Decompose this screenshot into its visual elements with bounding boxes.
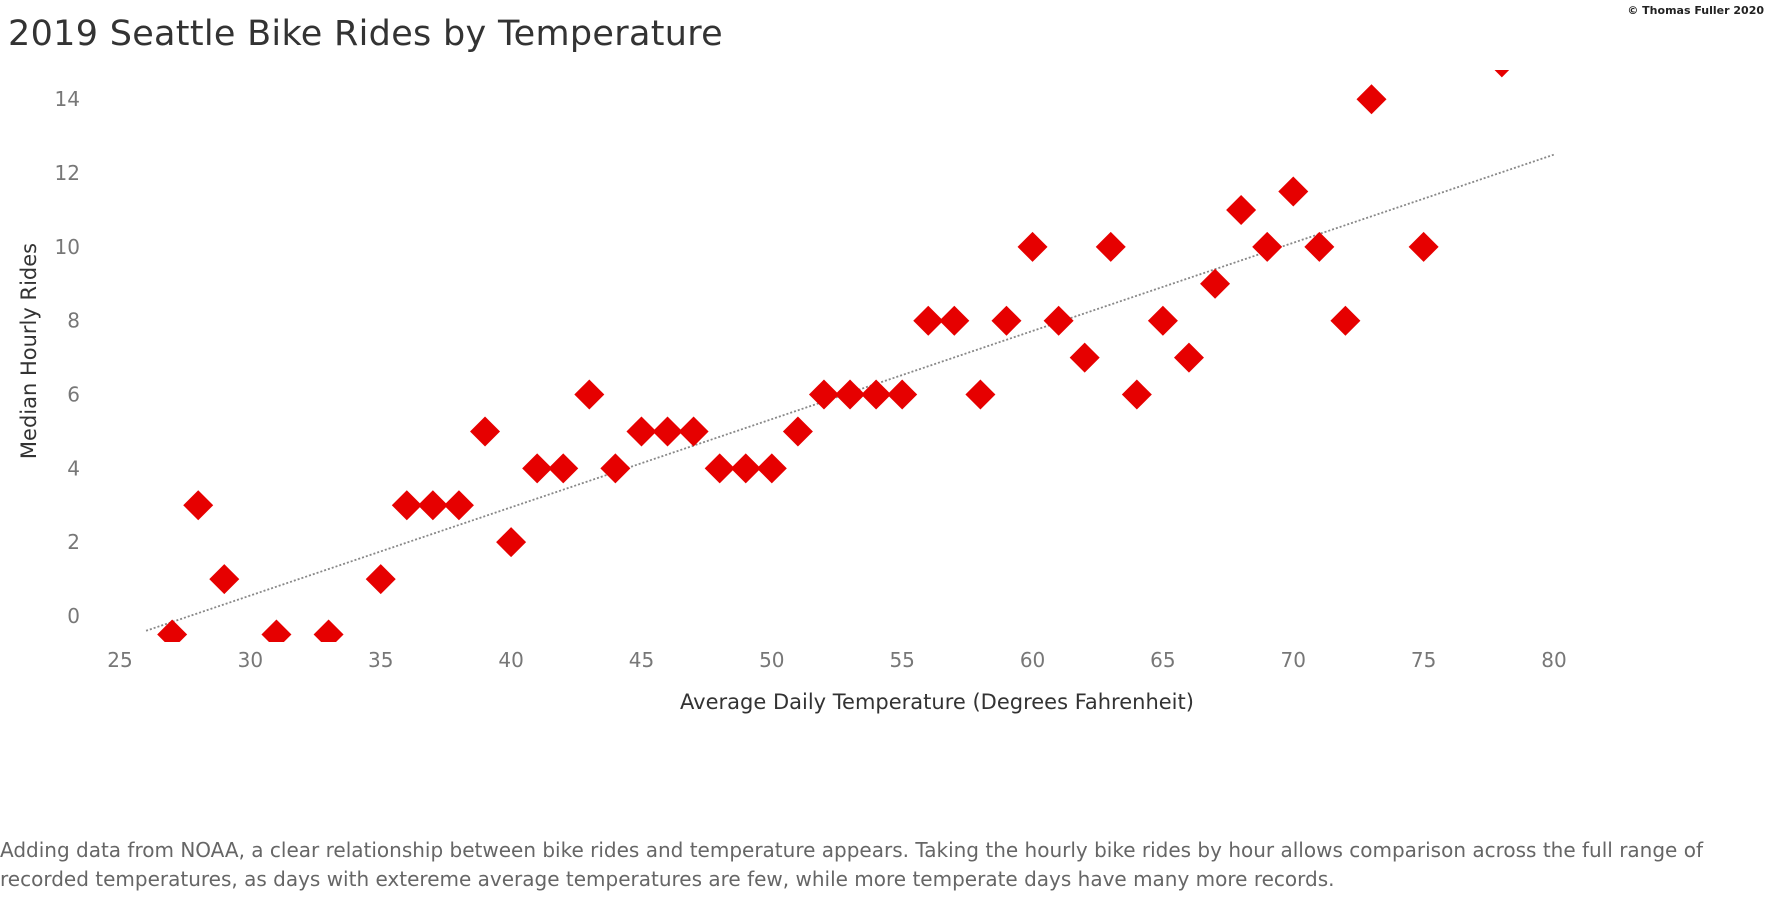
x-tick-label: 80	[1541, 648, 1566, 672]
y-tick-label: 2	[67, 530, 80, 554]
data-point	[1043, 305, 1074, 336]
data-point	[913, 305, 944, 336]
data-point	[1173, 342, 1204, 373]
y-axis-label: Median Hourly Rides	[17, 243, 41, 459]
data-point	[835, 379, 866, 410]
data-point	[756, 453, 787, 484]
data-point	[443, 490, 474, 521]
data-point	[261, 619, 292, 642]
data-point	[1017, 231, 1048, 262]
data-point	[1095, 231, 1126, 262]
x-tick-label: 30	[238, 648, 263, 672]
data-point	[965, 379, 996, 410]
x-tick-label: 70	[1281, 648, 1306, 672]
data-point	[887, 379, 918, 410]
x-tick-label: 75	[1411, 648, 1436, 672]
data-point	[730, 453, 761, 484]
data-point	[470, 416, 501, 447]
x-tick-label: 50	[759, 648, 784, 672]
copyright-notice: © Thomas Fuller 2020	[1627, 4, 1764, 17]
chart-caption: Adding data from NOAA, a clear relations…	[0, 838, 1703, 891]
data-point	[1252, 231, 1283, 262]
scatter-chart: 25 30 35 40 45 50 55 60 65 70 75 80 0 2 4 6 8 10 12 14 Ave…	[17, 70, 1567, 714]
data-point	[548, 453, 579, 484]
data-point	[626, 416, 657, 447]
x-tick-label: 65	[1150, 648, 1175, 672]
data-point	[808, 379, 839, 410]
data-point	[1278, 176, 1309, 207]
y-tick-label: 10	[55, 235, 80, 259]
data-point	[574, 379, 605, 410]
data-point	[991, 305, 1022, 336]
data-point	[1330, 305, 1361, 336]
y-axis-ticks: 0 2 4 6 8 10 12 14	[55, 87, 80, 628]
data-point	[939, 305, 970, 336]
data-point	[704, 453, 735, 484]
data-point	[313, 619, 344, 642]
data-point	[1494, 70, 1510, 78]
data-point	[1356, 84, 1387, 115]
data-point	[1147, 305, 1178, 336]
x-tick-label: 60	[1020, 648, 1045, 672]
data-point	[417, 490, 448, 521]
data-point	[522, 453, 553, 484]
data-point	[1304, 231, 1335, 262]
x-axis-ticks: 25 30 35 40 45 50 55 60 65 70 75 80	[107, 648, 1566, 672]
data-point	[496, 527, 527, 558]
data-point	[1226, 194, 1257, 225]
data-point	[652, 416, 683, 447]
data-point	[391, 490, 422, 521]
y-tick-label: 6	[67, 383, 80, 407]
data-points	[157, 70, 1510, 642]
chart-title: 2019 Seattle Bike Rides by Temperature	[8, 14, 723, 54]
x-tick-label: 45	[629, 648, 654, 672]
x-axis-label: Average Daily Temperature (Degrees Fahre…	[680, 690, 1194, 714]
data-point	[1200, 268, 1231, 299]
x-tick-label: 25	[107, 648, 132, 672]
x-tick-label: 35	[368, 648, 393, 672]
data-point	[782, 416, 813, 447]
data-point	[209, 564, 240, 595]
data-point	[600, 453, 631, 484]
data-point	[678, 416, 709, 447]
y-tick-label: 8	[67, 309, 80, 333]
data-point	[1069, 342, 1100, 373]
x-tick-label: 55	[889, 648, 914, 672]
data-point	[365, 564, 396, 595]
data-point	[861, 379, 892, 410]
y-tick-label: 4	[67, 456, 80, 480]
data-point	[1121, 379, 1152, 410]
data-point	[157, 619, 188, 642]
data-point	[1408, 231, 1439, 262]
y-tick-label: 12	[55, 161, 80, 185]
data-point	[183, 490, 214, 521]
x-tick-label: 40	[498, 648, 523, 672]
y-tick-label: 0	[67, 604, 80, 628]
y-tick-label: 14	[55, 87, 80, 111]
